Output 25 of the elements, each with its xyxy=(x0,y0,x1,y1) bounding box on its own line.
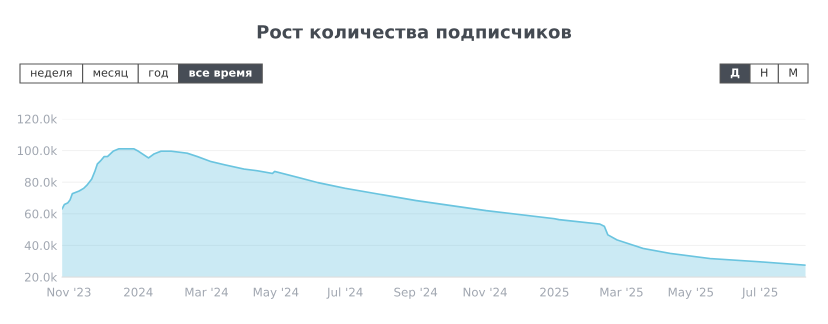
text: М xyxy=(789,68,797,77)
text: год xyxy=(149,70,168,78)
text: все время xyxy=(189,70,252,79)
x-tick-label: Jul '25 xyxy=(741,287,778,299)
x-tick-label: May '25 xyxy=(668,288,713,299)
chart-title: Рост количества подписчиков xyxy=(258,25,572,41)
x-tick-label: Nov '23 xyxy=(48,288,91,297)
x-tick-label: Jul '24 xyxy=(326,287,363,299)
x-tick-label: May '24 xyxy=(254,288,298,299)
text: Д xyxy=(730,68,740,78)
y-tick-label: 80.0k xyxy=(24,178,58,187)
y-tick-label: 20.0k xyxy=(24,272,58,282)
text: Н xyxy=(761,68,768,77)
text: месяц xyxy=(94,70,128,78)
x-tick-label: Nov '24 xyxy=(464,288,507,297)
y-tick-label: 100.0k xyxy=(18,146,58,156)
x-tick-label: Mar '25 xyxy=(600,288,643,297)
y-tick-label: 120.0k xyxy=(18,114,58,124)
y-tick-label: 40.0k xyxy=(24,240,58,250)
y-tick-label: 60.0k xyxy=(24,209,58,218)
x-tick-label: 2025 xyxy=(540,288,568,297)
x-tick-label: Sep '24 xyxy=(394,288,438,299)
x-tick-label: Mar '24 xyxy=(186,288,228,297)
text: неделя xyxy=(31,70,72,78)
x-tick-label: 2024 xyxy=(124,288,153,297)
